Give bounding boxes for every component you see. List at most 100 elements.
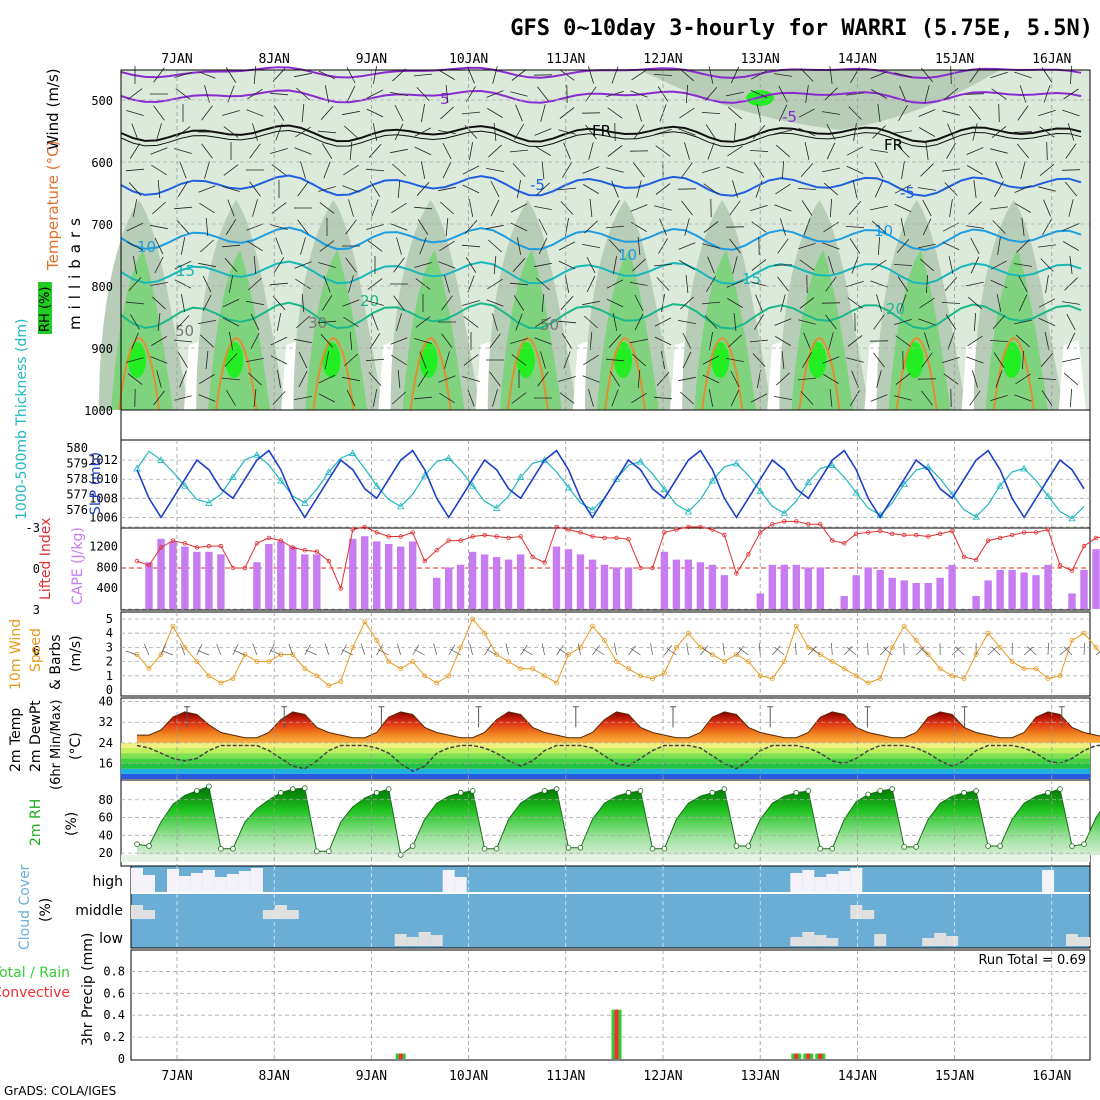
cape-bar bbox=[576, 554, 585, 609]
wind-barb bbox=[653, 396, 673, 400]
wind10m-point bbox=[817, 652, 823, 657]
cape-bar bbox=[1008, 570, 1016, 609]
wind-barb bbox=[559, 107, 575, 119]
wind-barb bbox=[390, 92, 408, 96]
wind10m-point bbox=[769, 676, 775, 681]
top-date-axis: 7JAN 8JAN 9JAN 10JAN 11JAN 12JAN 13JAN 14JAN 15J… bbox=[161, 52, 1071, 67]
cape-tick-label: 1200 bbox=[89, 540, 118, 554]
wind-barb bbox=[301, 293, 305, 313]
wind-barb bbox=[798, 127, 816, 137]
contour-label: FR bbox=[592, 122, 611, 140]
li-point bbox=[314, 549, 319, 554]
cloud-high-block bbox=[131, 868, 143, 892]
wind10m-path bbox=[136, 618, 1100, 687]
li-tick-label: 0 bbox=[33, 562, 40, 576]
wind-barb bbox=[1013, 131, 1033, 133]
pressure-tick-label: 800 bbox=[91, 280, 113, 294]
wind-barb bbox=[950, 65, 952, 85]
wind10m-barb bbox=[772, 645, 781, 656]
li-point bbox=[985, 538, 991, 543]
wind-barb bbox=[269, 282, 289, 286]
temp2m-tick-label: 32 bbox=[99, 715, 113, 729]
wind-barb bbox=[780, 218, 786, 236]
wind-barb bbox=[537, 371, 549, 387]
wind-barb bbox=[174, 279, 192, 289]
wind-barb bbox=[992, 314, 1006, 330]
wind-barb bbox=[438, 375, 456, 383]
li-point bbox=[266, 535, 272, 541]
wind-barb bbox=[441, 295, 453, 311]
cape-bar bbox=[708, 564, 717, 609]
wind-barb bbox=[415, 316, 431, 328]
li-point bbox=[602, 535, 607, 541]
rh2m-point bbox=[577, 844, 584, 851]
wind-barb bbox=[822, 167, 840, 173]
wind-barb bbox=[973, 180, 977, 198]
thickness-tick-label: 577 bbox=[66, 488, 88, 502]
wind-barb bbox=[994, 181, 1004, 197]
wind-barb bbox=[439, 70, 455, 80]
wind-barb bbox=[1064, 277, 1078, 291]
wind10m-barb bbox=[831, 642, 833, 656]
wind-barb bbox=[876, 294, 882, 312]
wind10m-label-3: & Barbs bbox=[48, 635, 64, 691]
wind-barb bbox=[756, 104, 762, 122]
top-date-label: 8JAN bbox=[259, 52, 290, 67]
wind-barb bbox=[272, 68, 286, 82]
wind-barb bbox=[466, 86, 476, 102]
wind-barb bbox=[391, 354, 407, 366]
wind10m-point bbox=[350, 645, 356, 650]
wind10m-point bbox=[230, 676, 236, 681]
rh-core bbox=[516, 342, 535, 378]
wind-barb bbox=[246, 300, 264, 306]
li-point bbox=[997, 535, 1003, 541]
wind-barb bbox=[653, 263, 673, 267]
wind-barb bbox=[610, 200, 620, 216]
cape-bar bbox=[445, 567, 453, 609]
wind-barb bbox=[990, 206, 1008, 210]
cape-bar bbox=[924, 583, 932, 609]
wind10m-barb bbox=[844, 645, 853, 656]
wind-barb bbox=[397, 179, 401, 199]
wind-barb bbox=[205, 350, 209, 370]
cape-bar bbox=[972, 596, 980, 609]
li-point bbox=[506, 535, 511, 541]
wind-barb bbox=[492, 313, 498, 331]
wind-barb bbox=[654, 336, 672, 346]
wind-barb bbox=[492, 66, 498, 84]
wind-barb bbox=[805, 85, 809, 103]
thickness-point bbox=[325, 468, 333, 475]
wind-barb bbox=[269, 92, 289, 96]
wind-barb bbox=[252, 123, 258, 141]
cloud-low-block bbox=[922, 938, 935, 946]
wind-barb bbox=[750, 89, 768, 99]
wind-barb bbox=[632, 353, 646, 367]
thickness-point bbox=[468, 481, 477, 489]
wind10m-point bbox=[746, 659, 751, 664]
wind10m-barb bbox=[522, 648, 533, 656]
wind-barb bbox=[537, 86, 549, 102]
wind-barb bbox=[128, 277, 142, 291]
wind-barb bbox=[463, 316, 479, 328]
wind-barb bbox=[919, 258, 935, 272]
wind-barb bbox=[679, 107, 695, 119]
wind-barb bbox=[562, 162, 572, 178]
wind-barb bbox=[941, 302, 961, 304]
wind-barb bbox=[751, 221, 767, 233]
wind-barb bbox=[703, 221, 719, 233]
rh2m-point bbox=[481, 845, 488, 852]
cloud-low-block bbox=[826, 938, 839, 946]
li-point bbox=[326, 558, 331, 564]
wind-barb bbox=[894, 203, 912, 213]
li-point bbox=[482, 532, 487, 538]
wind-barb bbox=[558, 241, 576, 251]
wind-barb bbox=[1038, 298, 1056, 308]
wind-barb bbox=[583, 184, 599, 194]
wind-barb bbox=[198, 262, 216, 268]
wind-barb bbox=[755, 180, 763, 198]
thickness-point bbox=[564, 483, 573, 491]
li-point bbox=[1021, 530, 1027, 535]
rh2m-point bbox=[1081, 841, 1087, 847]
wind10m-barb bbox=[324, 643, 330, 656]
